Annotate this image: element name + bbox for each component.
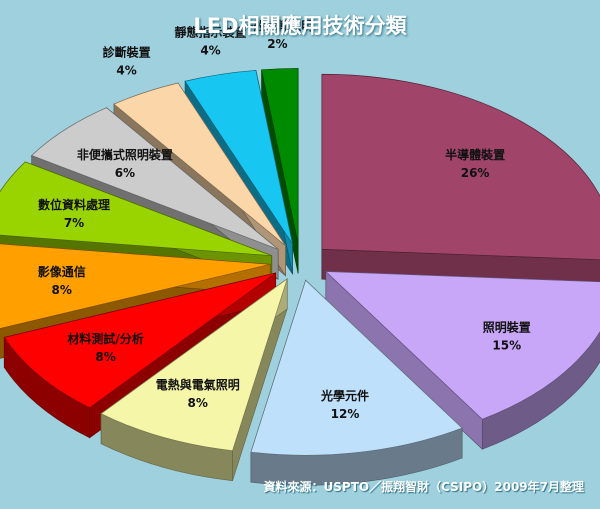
pie-slice-4 bbox=[100, 277, 288, 482]
slice-label-7: 數位資料處理 bbox=[38, 197, 110, 212]
slice-top bbox=[0, 161, 272, 257]
slice-pct-5: 8% bbox=[95, 350, 115, 364]
pie-slice-1 bbox=[321, 73, 600, 291]
slice-pct-6: 8% bbox=[52, 283, 72, 297]
slice-label-1: 半導體裝置 bbox=[445, 147, 505, 162]
slice-pct-9: 4% bbox=[116, 63, 136, 77]
slice-label-3: 光學元件 bbox=[320, 388, 369, 403]
slice-top bbox=[324, 271, 600, 420]
slice-pct-10: 4% bbox=[200, 43, 220, 57]
slice-pct-8: 6% bbox=[115, 166, 135, 180]
slice-top bbox=[100, 277, 288, 452]
slice-label-6: 影像通信 bbox=[38, 264, 86, 279]
slice-top bbox=[0, 243, 271, 329]
slice-top bbox=[261, 68, 299, 244]
slice-top bbox=[30, 107, 279, 250]
slice-label-9: 診斷裝置 bbox=[103, 44, 151, 59]
slice-pct-11: 2% bbox=[267, 37, 287, 51]
slice-label-4: 電熱與電氣照明 bbox=[156, 377, 240, 392]
pie-slice-3 bbox=[250, 279, 463, 486]
slice-top bbox=[250, 279, 463, 456]
slice-top bbox=[321, 73, 600, 261]
slice-pct-1: 26% bbox=[461, 166, 490, 180]
slice-label-8: 非便攜式照明裝置 bbox=[77, 147, 173, 162]
slice-label-11: 一般車輛照明 bbox=[241, 18, 313, 33]
slice-pct-3: 12% bbox=[331, 407, 360, 421]
slice-top bbox=[113, 82, 286, 246]
slice-label-5: 材料測試/分析 bbox=[66, 331, 143, 346]
slice-top bbox=[184, 69, 293, 245]
pie-slice-11 bbox=[261, 68, 299, 274]
slice-label-10: 靜態指示裝置 bbox=[174, 24, 246, 39]
slice-pct-7: 7% bbox=[64, 216, 84, 230]
pie-slice-2 bbox=[324, 270, 600, 450]
chart-title: LED相關應用技術分類 bbox=[193, 14, 407, 38]
slice-pct-2: 15% bbox=[492, 339, 521, 353]
slice-top bbox=[3, 272, 276, 409]
slice-pct-4: 8% bbox=[188, 396, 208, 410]
source-note: 資料來源：USPTO／振翔智財（CSIPO）2009年7月整理 bbox=[263, 480, 584, 494]
slice-label-2: 照明裝置 bbox=[483, 320, 531, 335]
